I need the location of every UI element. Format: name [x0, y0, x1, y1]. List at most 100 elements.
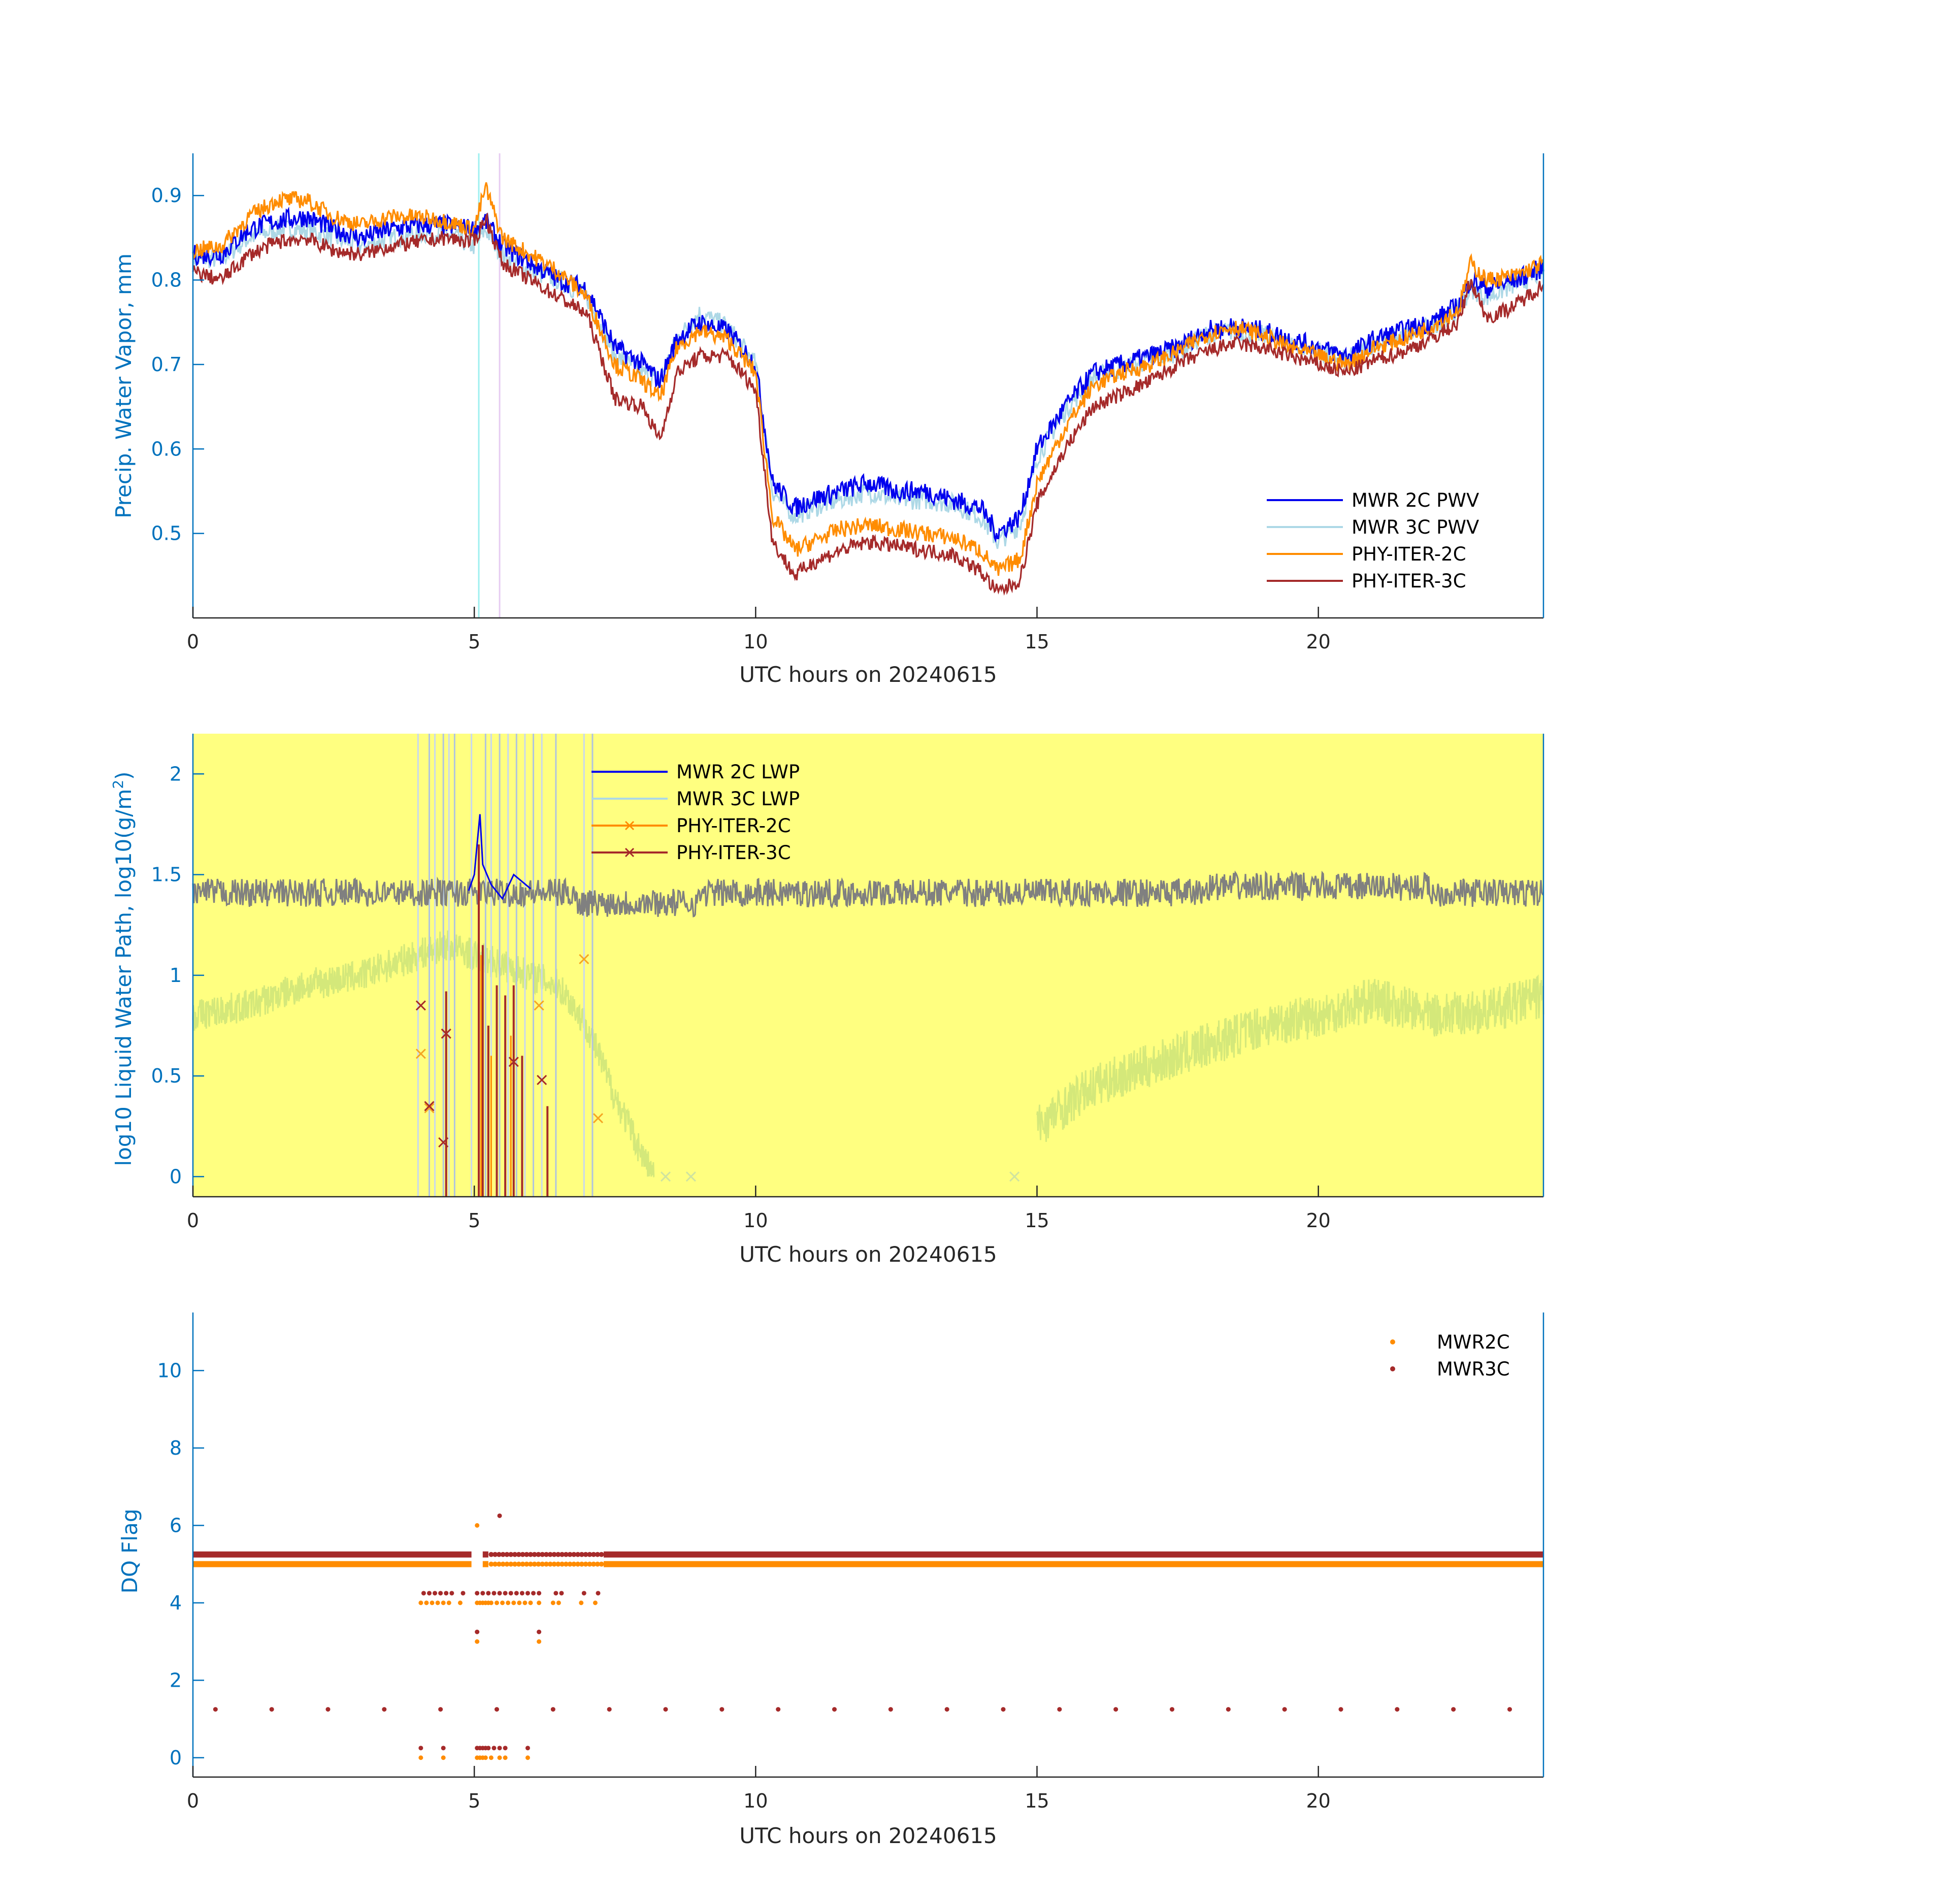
dq-mwr3c-baseline-dot [579, 1552, 584, 1557]
dq-mwr3c-point [438, 1707, 443, 1712]
lwp-phy-2c-marker [593, 1113, 604, 1124]
dq-mwr2c-baseline-dot [528, 1561, 533, 1567]
dq-mwr3c-baseline-dot [528, 1552, 533, 1557]
dq-mwr3c-point [1057, 1707, 1062, 1712]
lwp-x-tick-label: 10 [743, 1209, 768, 1232]
pwv-y-tick-label: 0.7 [151, 353, 182, 376]
dq-mwr3c-point [269, 1707, 274, 1712]
pwv-y-tick-label: 0.9 [151, 184, 182, 207]
dq-mwr3c-point [1395, 1707, 1400, 1712]
dq-mwr2c-baseline-dot [512, 1561, 517, 1567]
dq-mwr2c-baseline-dot [599, 1561, 604, 1567]
dq-mwr2c-baseline-dot [544, 1561, 549, 1567]
dq-y-tick-label: 8 [170, 1437, 182, 1459]
dq-mwr2c-point [517, 1600, 522, 1605]
dq-mwr3c-point [382, 1707, 387, 1712]
dq-mwr2c-point [506, 1600, 511, 1605]
dq-mwr2c-baseline-dot [504, 1561, 510, 1567]
pwv-series-phy-iter-3c [192, 212, 1544, 596]
dq-mwr3c-point [525, 1591, 530, 1596]
lwp-phy-2c-marker-stroke-b [424, 1103, 435, 1113]
pwv-series-phy-iter-2c [192, 182, 1544, 576]
dq-mwr2c-point [556, 1600, 561, 1605]
dq-mwr3c-point [441, 1746, 446, 1751]
lwp-x-tick-label: 0 [187, 1209, 199, 1232]
pwv-x-tick-label: 5 [468, 631, 480, 653]
dq-mwr2c-baseline-dot [559, 1561, 565, 1567]
dq-mwr2c-point [537, 1639, 542, 1644]
dq-mwr3c-point [491, 1591, 497, 1596]
dq-mwr3c-baseline-dot [504, 1552, 510, 1557]
dq-mwr2c-point [500, 1600, 505, 1605]
lwp-x-tick-label: 20 [1306, 1209, 1330, 1232]
dq-mwr3c-baseline-dot [575, 1552, 581, 1557]
dq-mwr3c-point [449, 1591, 454, 1596]
dq-mwr3c-baseline-dot [547, 1552, 553, 1557]
lwp-y-axis-label-main: log10 Liquid Water Path, log10(g/m [111, 789, 136, 1166]
dq-mwr3c-point [1282, 1707, 1287, 1712]
legend-label-mwr-2c-lwp: MWR 2C LWP [676, 761, 800, 783]
dq-mwr2c-point [475, 1639, 480, 1644]
dq-mwr3c-point [663, 1707, 668, 1712]
dq-mwr2c-baseline-dot [524, 1561, 530, 1567]
dq-mwr3c-point [486, 1746, 491, 1751]
dq-y-tick-label: 2 [170, 1669, 182, 1691]
dq-x-tick-label: 15 [1025, 1790, 1049, 1812]
pwv-y-tick-label: 0.6 [151, 438, 182, 460]
dq-mwr3c-baseline-dot [488, 1552, 494, 1557]
dq-y-tick-label: 6 [170, 1514, 182, 1536]
dq-mwr3c-point [1001, 1707, 1006, 1712]
dq-mwr3c-baseline-dot [571, 1552, 577, 1557]
dq-mwr2c-baseline-dot [591, 1561, 597, 1567]
lwp-phy-2c-marker [424, 1103, 435, 1113]
dq-mwr3c-baseline-dot [524, 1552, 530, 1557]
dq-y-axis-label: DQ Flag [117, 1509, 142, 1594]
lwp-zero-marker-stroke-b [1009, 1171, 1020, 1182]
dq-mwr3c-baseline-dot [540, 1552, 545, 1557]
dq-mwr3c-point [475, 1591, 480, 1596]
pwv-plot-area [192, 153, 1544, 618]
dq-mwr2c-point [522, 1600, 528, 1605]
lwp-phy-3c-marker-stroke-b [441, 1028, 451, 1039]
lwp-x-axis-label: UTC hours on 20240615 [739, 1242, 997, 1267]
dq-panel: 0 5 10 15 20 0 2 4 6 8 10 UTC hours on 20240615 DQ… [117, 1312, 1544, 1848]
dq-x-tick-label: 20 [1306, 1790, 1330, 1812]
dq-mwr2c-baseline-dot [536, 1561, 541, 1567]
dq-mwr2c-point [441, 1600, 446, 1605]
pwv-x-axis-label: UTC hours on 20240615 [739, 662, 997, 687]
dq-mwr3c-point [418, 1746, 423, 1751]
pwv-x-tick-label: 15 [1025, 631, 1049, 653]
dq-mwr3c-baseline-dot [567, 1552, 573, 1557]
dq-mwr3c-point [1226, 1707, 1231, 1712]
dq-mwr2c-baseline-dot [496, 1561, 502, 1567]
pwv-panel: 0 5 10 15 20 0.5 0.6 0.7 0.8 0.9 UTC hours on 202… [111, 153, 1544, 687]
lwp-phy-3c-marker [508, 1057, 519, 1067]
dq-x-tick-label: 5 [468, 1790, 480, 1812]
pwv-axes: 0 5 10 15 20 0.5 0.6 0.7 0.8 0.9 [151, 153, 1544, 653]
dq-plot-area [193, 1513, 1543, 1760]
dq-mwr3c-point [438, 1591, 443, 1596]
lwp-zero-marker [660, 1171, 671, 1182]
dq-mwr3c-point [460, 1591, 466, 1596]
lwp-phy-3c-marker-stroke-b [438, 1137, 449, 1147]
dq-mwr2c-baseline-dot [547, 1561, 553, 1567]
dq-mwr3c-point [495, 1707, 499, 1712]
dq-mwr3c-point [427, 1591, 432, 1596]
lwp-y-axis-label-tail: ) [111, 771, 136, 779]
lwp-noise-line [192, 870, 1544, 918]
dq-mwr3c-point [1338, 1707, 1343, 1712]
lwp-phy-3c-marker [537, 1074, 547, 1086]
lwp-phy-3c-marker-stroke-b [424, 1101, 435, 1111]
dq-mwr3c-baseline-dot [508, 1552, 514, 1557]
dq-mwr3c-point [581, 1591, 586, 1596]
dq-mwr2c-baseline-dot [520, 1561, 525, 1567]
dq-y-tick-label: 0 [170, 1747, 182, 1769]
dq-mwr3c-point [497, 1746, 502, 1751]
dq-mwr2c-point [418, 1755, 423, 1760]
legend-label-mwr-2c-pwv: MWR 2C PWV [1352, 489, 1479, 511]
dq-mwr3c-baseline-dot [532, 1552, 537, 1557]
lwp-axes: 0 5 10 15 20 0 0.5 1 1.5 2 [151, 734, 1544, 1232]
dq-mwr2c-point [435, 1600, 440, 1605]
